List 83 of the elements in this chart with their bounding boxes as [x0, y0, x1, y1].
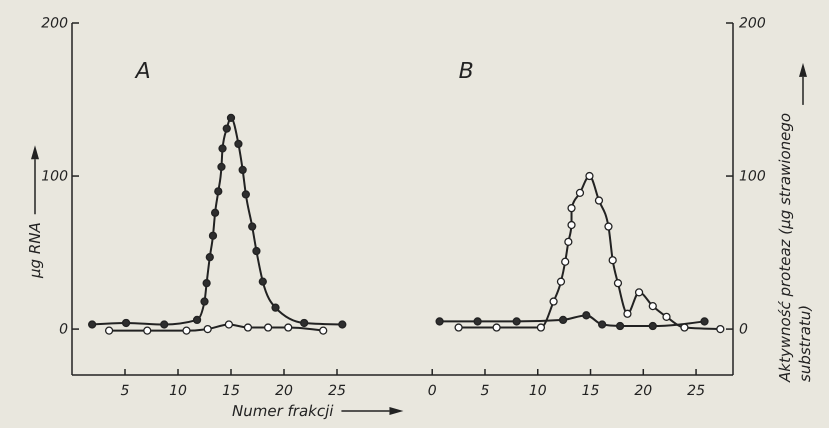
- x-tick-label: 20: [275, 382, 293, 399]
- point: [604, 222, 613, 231]
- point: [662, 312, 671, 321]
- point: [238, 166, 247, 174]
- point: [616, 322, 624, 330]
- point: [160, 320, 168, 329]
- point: [700, 317, 709, 326]
- point: [217, 162, 226, 171]
- point: [143, 326, 152, 335]
- point: [473, 317, 482, 326]
- x-tick-label: 25: [328, 382, 346, 399]
- point: [258, 278, 267, 286]
- point: [576, 188, 584, 197]
- point: [564, 238, 572, 246]
- point: [182, 326, 191, 335]
- text: B: [458, 59, 474, 84]
- point: [122, 318, 130, 328]
- point: [567, 220, 576, 230]
- point: [608, 256, 617, 264]
- point: [623, 310, 632, 318]
- point: [567, 204, 576, 212]
- x-tick-label: 10: [528, 382, 547, 399]
- point: [202, 279, 211, 288]
- y2-tick-label: 0: [739, 322, 748, 338]
- point: [214, 187, 222, 196]
- text: A: [134, 59, 151, 84]
- x-tick-label: 20: [634, 382, 652, 399]
- y2-tick-label: 100: [739, 168, 766, 185]
- point: [435, 317, 444, 326]
- point: [319, 326, 328, 335]
- point: [222, 124, 231, 133]
- point: [104, 326, 114, 335]
- point: [585, 172, 594, 180]
- point: [234, 140, 243, 148]
- point: [558, 316, 568, 324]
- y-tick-label: 0: [59, 322, 68, 338]
- point: [582, 311, 590, 320]
- x-tick-label: 15: [582, 382, 600, 399]
- x-tick-label: 25: [687, 382, 706, 399]
- point: [248, 222, 256, 231]
- y-axis-title: μg RNA: [26, 222, 44, 279]
- point: [218, 144, 227, 153]
- x-tick-label: 10: [169, 382, 187, 399]
- point: [208, 232, 218, 240]
- point: [224, 320, 234, 329]
- x-tick-label: 15: [222, 382, 240, 399]
- point: [88, 320, 96, 329]
- x-axis-title: Numer frakcji: [232, 402, 334, 420]
- point: [512, 317, 521, 326]
- x-tick-label: 0: [428, 382, 437, 399]
- point: [648, 302, 657, 310]
- y2-tick-label: 200: [739, 15, 766, 32]
- x-tick-label: 5: [480, 382, 490, 399]
- point: [226, 114, 236, 122]
- point: [204, 324, 212, 334]
- point: [271, 304, 280, 312]
- point: [284, 323, 292, 332]
- y-tick-label: 100: [41, 168, 68, 185]
- point: [556, 278, 566, 286]
- point: [338, 320, 346, 329]
- point: [598, 320, 606, 329]
- x-tick-label: 5: [120, 382, 130, 399]
- point: [492, 323, 501, 332]
- y-tick-label: 200: [41, 15, 68, 32]
- point: [594, 196, 604, 205]
- point: [200, 297, 209, 306]
- point: [716, 324, 724, 334]
- point: [244, 323, 252, 332]
- point: [634, 288, 644, 296]
- point: [252, 246, 261, 256]
- point: [454, 323, 463, 332]
- point: [242, 190, 250, 199]
- point: [264, 323, 272, 332]
- y2-axis-title: Aktywność proteaz (μg strawionego substratu): [776, 112, 814, 383]
- point: [614, 279, 622, 288]
- point: [536, 323, 546, 332]
- point: [210, 208, 220, 217]
- point: [192, 316, 202, 324]
- point: [648, 322, 657, 330]
- point: [549, 297, 558, 306]
- point: [206, 253, 214, 262]
- point: [561, 258, 570, 266]
- point: [300, 318, 308, 328]
